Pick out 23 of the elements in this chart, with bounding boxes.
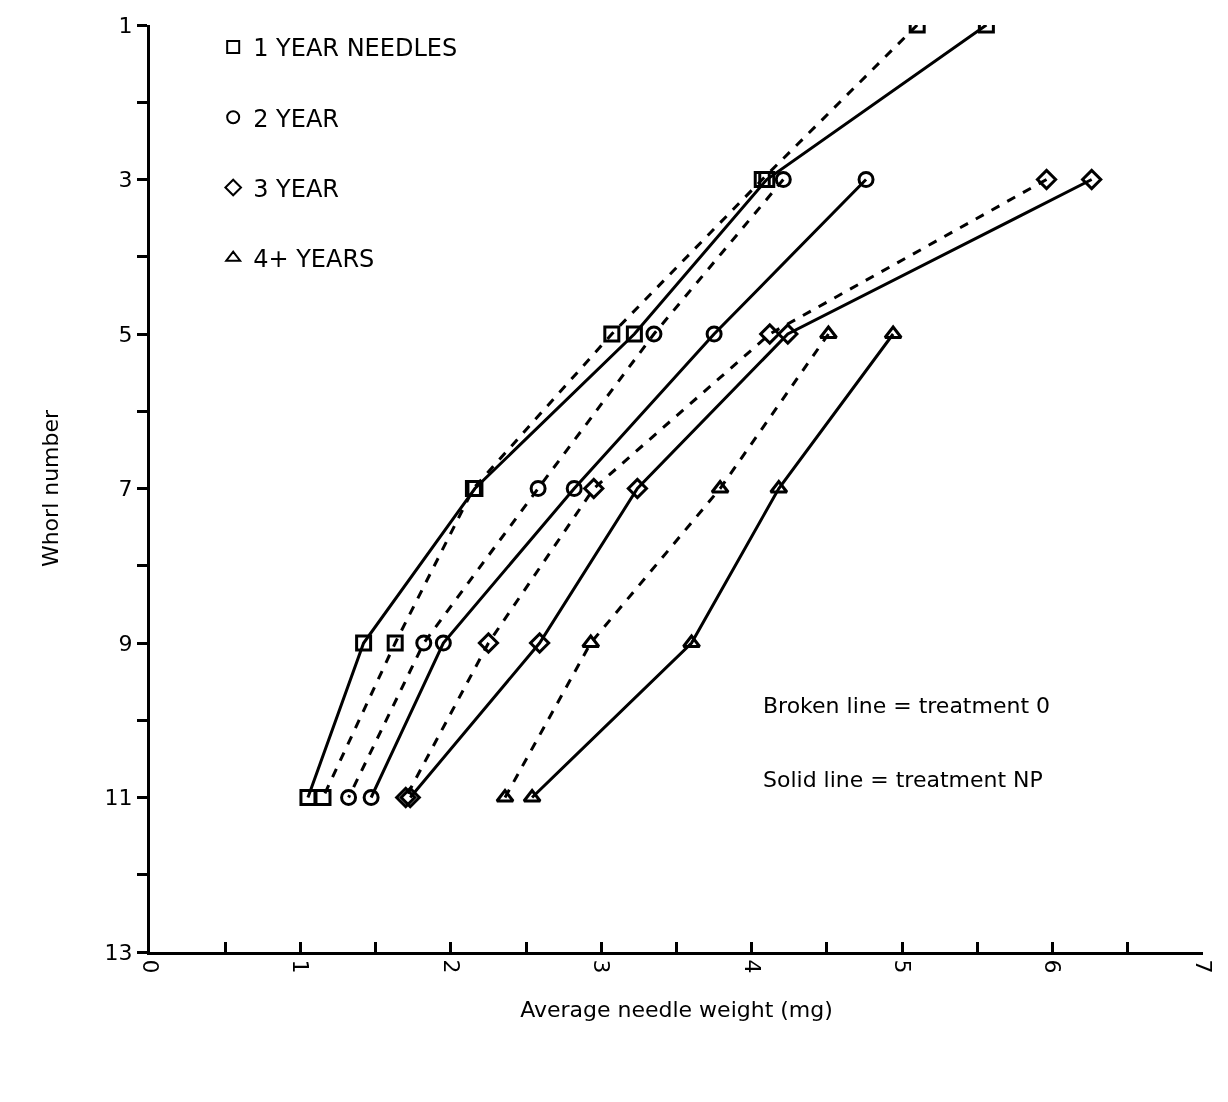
x-tick-label: 0 [137, 959, 163, 974]
y-tick-label: 11 [104, 785, 133, 811]
y-tick-label: 7 [118, 476, 133, 502]
x-tick-label: 4 [739, 959, 765, 974]
y-axis-title: Whorl number [38, 408, 64, 568]
annotation: Broken line = treatment 0 [763, 693, 1051, 718]
legend-label: 3 YEAR [253, 174, 340, 203]
x-tick-label: 7 [1190, 959, 1216, 974]
x-tick-label: 2 [438, 959, 464, 974]
legend-label: 2 YEAR [253, 104, 340, 133]
y-tick-label: 3 [118, 167, 133, 193]
y-tick-label: 9 [118, 630, 133, 656]
annotation: Solid line = treatment NP [763, 767, 1043, 792]
x-tick-label: 3 [589, 959, 615, 974]
y-tick-label: 13 [104, 939, 133, 965]
x-axis-title: Average needle weight (mg) [520, 997, 833, 1023]
legend-label: 4+ YEARS [253, 245, 375, 274]
x-tick-label: 5 [889, 959, 915, 974]
x-tick-label: 6 [1040, 959, 1066, 974]
x-tick-label: 1 [288, 959, 314, 974]
legend-label: 1 YEAR NEEDLES [253, 34, 458, 63]
y-tick-label: 5 [118, 321, 133, 347]
y-tick-label: 1 [118, 12, 133, 38]
